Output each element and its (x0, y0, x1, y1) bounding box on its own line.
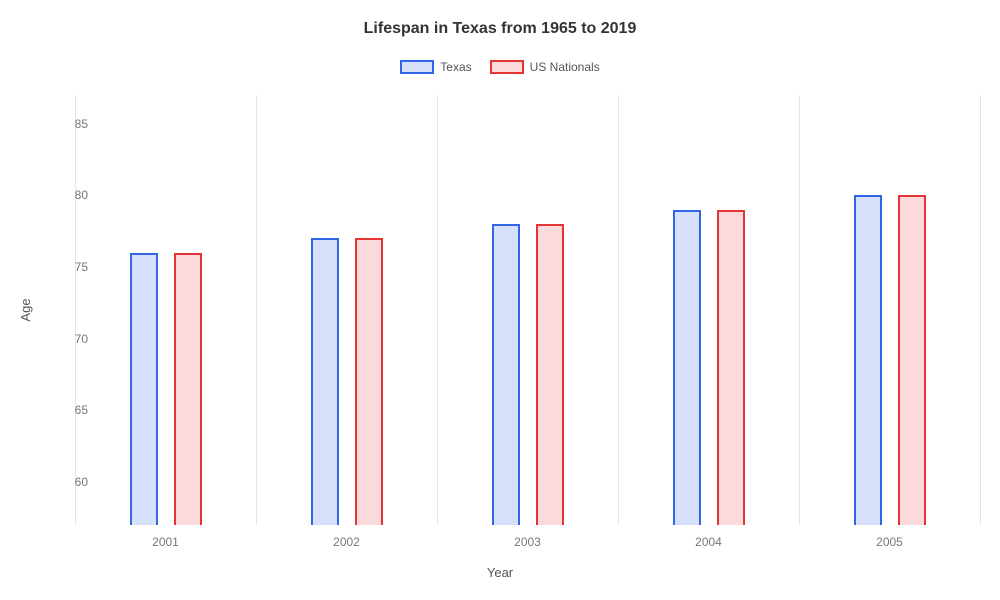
bar (536, 224, 564, 525)
y-tick-label: 85 (58, 117, 88, 131)
legend: Texas US Nationals (0, 60, 1000, 74)
legend-swatch-texas (400, 60, 434, 74)
bar (174, 253, 202, 525)
gridline (980, 95, 981, 525)
y-tick-label: 70 (58, 332, 88, 346)
gridline (256, 95, 257, 525)
y-tick-label: 75 (58, 260, 88, 274)
bar (898, 195, 926, 525)
bar (492, 224, 520, 525)
y-axis-label: Age (18, 298, 33, 321)
bar (130, 253, 158, 525)
gridline (799, 95, 800, 525)
chart-title: Lifespan in Texas from 1965 to 2019 (0, 20, 1000, 38)
plot-area (75, 95, 980, 525)
gridline (437, 95, 438, 525)
bar (673, 210, 701, 525)
x-tick-label: 2005 (876, 535, 903, 549)
gridline (75, 95, 76, 525)
gridline (618, 95, 619, 525)
bar (355, 238, 383, 525)
legend-label-us: US Nationals (530, 60, 600, 74)
y-tick-label: 65 (58, 403, 88, 417)
x-tick-label: 2003 (514, 535, 541, 549)
legend-item-us: US Nationals (490, 60, 600, 74)
legend-swatch-us (490, 60, 524, 74)
x-tick-label: 2004 (695, 535, 722, 549)
y-tick-label: 60 (58, 475, 88, 489)
x-tick-label: 2001 (152, 535, 179, 549)
legend-label-texas: Texas (440, 60, 471, 74)
y-tick-label: 80 (58, 188, 88, 202)
chart-container: Lifespan in Texas from 1965 to 2019 Texa… (0, 0, 1000, 600)
bar (717, 210, 745, 525)
bar (311, 238, 339, 525)
legend-item-texas: Texas (400, 60, 471, 74)
bar (854, 195, 882, 525)
x-tick-label: 2002 (333, 535, 360, 549)
x-axis-label: Year (0, 565, 1000, 580)
